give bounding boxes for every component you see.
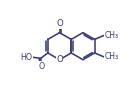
Text: O: O: [56, 55, 63, 64]
Text: O: O: [56, 19, 63, 28]
Text: CH₃: CH₃: [105, 52, 119, 61]
Text: HO: HO: [21, 53, 33, 62]
Text: CH₃: CH₃: [105, 31, 119, 40]
Text: O: O: [38, 62, 45, 71]
